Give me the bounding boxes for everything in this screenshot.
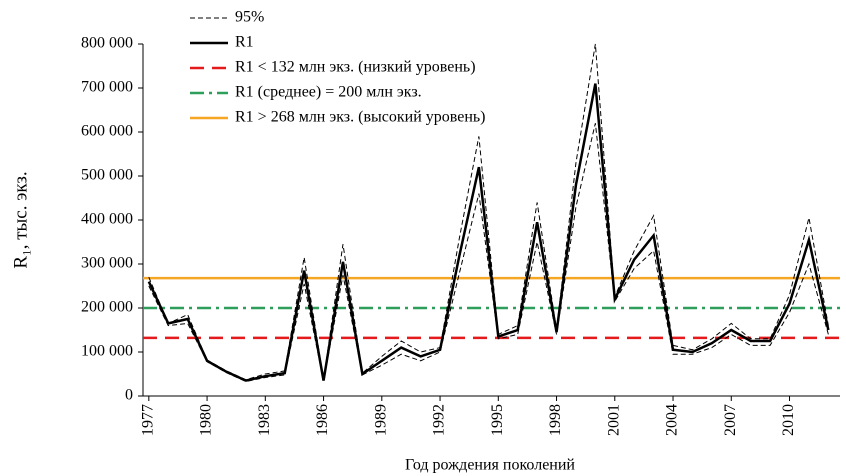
y-tick-label: 600 000: [81, 123, 133, 140]
legend-label: R1 (среднее) = 200 млн экз.: [235, 84, 422, 101]
legend-label: R1 < 132 млн экз. (низкий уровень): [235, 59, 476, 76]
legend-label: 95%: [235, 9, 264, 26]
series-line: [147, 83, 830, 382]
x-tick-label: 2010: [780, 404, 797, 436]
y-tick-label: 500 000: [81, 167, 133, 184]
legend-label: R1 > 268 млн экз. (высокий уровень): [235, 109, 486, 126]
x-tick-label: 2004: [664, 404, 681, 436]
y-tick-label: 400 000: [81, 211, 133, 228]
band-line: [148, 123, 829, 383]
x-tick-label: 1992: [431, 404, 448, 436]
y-tick-label: 0: [125, 387, 133, 404]
y-tick-label: 200 000: [81, 299, 133, 316]
y-tick-label: 300 000: [81, 255, 133, 272]
x-tick-label: 2001: [605, 404, 622, 436]
legend-label: R1: [235, 34, 254, 51]
x-tick-label: 1977: [139, 404, 156, 436]
x-axis-label: Год рождения поколений: [405, 457, 575, 474]
x-tick-label: 1980: [198, 404, 215, 436]
y-axis-label: R₁, тыс. экз.: [10, 171, 31, 268]
y-tick-label: 700 000: [81, 79, 133, 96]
x-tick-label: 1995: [489, 404, 506, 436]
x-tick-label: 1998: [547, 404, 564, 436]
y-tick-label: 100 000: [81, 343, 133, 360]
y-tick-label: 800 000: [81, 35, 133, 52]
x-tick-label: 2007: [722, 404, 739, 436]
x-tick-label: 1986: [314, 404, 331, 436]
x-tick-label: 1983: [256, 404, 273, 436]
x-tick-label: 1989: [372, 404, 389, 436]
